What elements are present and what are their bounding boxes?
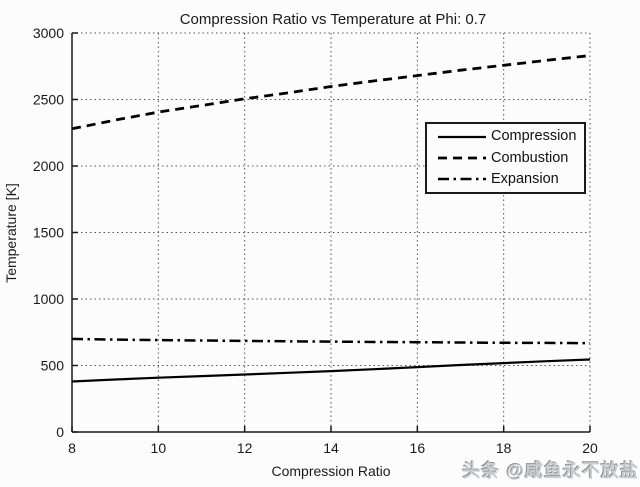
svg-text:18: 18: [496, 440, 512, 456]
chart-title: Compression Ratio vs Temperature at Phi:…: [180, 11, 487, 28]
legend-item-expansion: Expansion: [436, 169, 584, 190]
svg-text:1500: 1500: [33, 225, 64, 241]
dashdot-line-sample-icon: [438, 178, 486, 181]
y-axis-label: Temperature [K]: [3, 183, 19, 283]
dashed-line-sample-icon: [438, 156, 486, 160]
solid-line-sample-icon: [438, 135, 486, 138]
svg-text:8: 8: [68, 440, 76, 456]
svg-text:2500: 2500: [33, 92, 64, 108]
svg-text:0: 0: [56, 424, 64, 440]
svg-text:16: 16: [410, 440, 426, 456]
svg-text:2000: 2000: [33, 158, 64, 174]
legend-item-combustion: Combustion: [436, 147, 584, 168]
svg-text:10: 10: [151, 440, 167, 456]
legend-item-compression: Compression: [436, 126, 584, 147]
watermark: 头条 @咸鱼永不放盐: [462, 461, 639, 481]
legend-label-combustion: Combustion: [491, 149, 569, 166]
legend-label-compression: Compression: [491, 128, 577, 145]
svg-text:12: 12: [237, 440, 253, 456]
svg-text:1000: 1000: [33, 291, 64, 307]
plot-area: 8 10 12 14 16 18 20 0 500 1000 1500 2000 2500 3000: [33, 25, 598, 456]
svg-text:500: 500: [41, 358, 65, 374]
x-axis-label: Compression Ratio: [271, 463, 390, 479]
legend-label-expansion: Expansion: [491, 171, 559, 188]
svg-text:14: 14: [323, 440, 339, 456]
legend: Compression Combustion Expansion: [425, 122, 586, 194]
svg-text:20: 20: [582, 440, 598, 456]
svg-text:3000: 3000: [33, 25, 64, 41]
